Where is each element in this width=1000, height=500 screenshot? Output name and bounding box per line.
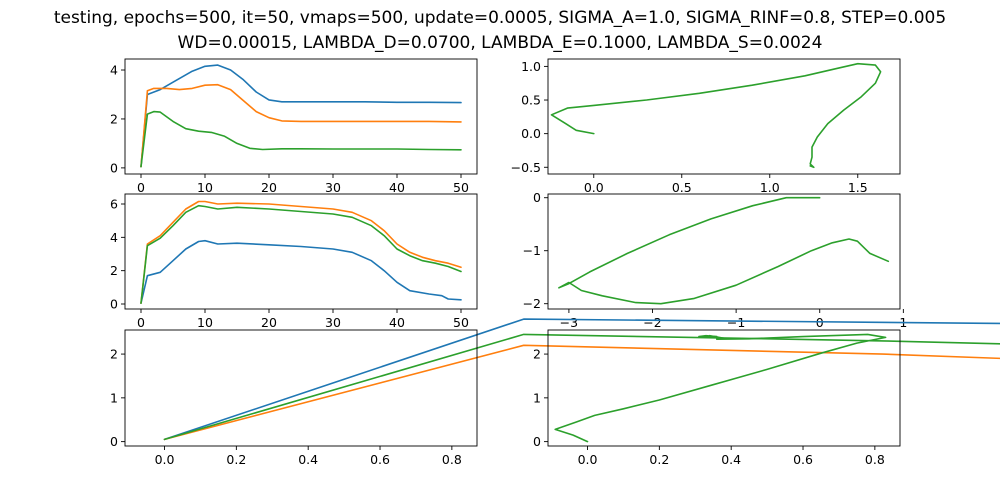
y-tick-label: 1 bbox=[533, 390, 541, 405]
x-tick-label: 50 bbox=[453, 315, 469, 330]
x-tick-label: 50 bbox=[453, 180, 469, 195]
y-tick-label: 1 bbox=[110, 390, 118, 405]
x-tick-label: 30 bbox=[325, 180, 341, 195]
subplot-top-left: 0 10 20 30 40 50 0 2 4 bbox=[110, 58, 478, 195]
x-tick-label: 0.6 bbox=[793, 452, 813, 467]
title-line-1: testing, epochs=500, it=50, vmaps=500, u… bbox=[54, 8, 946, 28]
x-tick-label: 0.2 bbox=[226, 452, 246, 467]
x-tick-label: 10 bbox=[197, 180, 213, 195]
y-tick-label: 6 bbox=[110, 197, 118, 212]
y-tick-label: 2 bbox=[110, 111, 118, 126]
y-tick-label: −2 bbox=[523, 296, 541, 311]
x-tick-label: 20 bbox=[261, 180, 277, 195]
series-line-orange bbox=[140, 83, 462, 168]
y-tick-label: 0 bbox=[110, 434, 118, 449]
x-tick-label: 0.6 bbox=[370, 452, 390, 467]
y-tick-label: −1 bbox=[523, 243, 541, 258]
series-line-green bbox=[163, 333, 1000, 441]
x-tick-label: −1 bbox=[727, 315, 745, 330]
x-tick-label: 0.0 bbox=[584, 180, 604, 195]
x-tick-label: 20 bbox=[261, 315, 277, 330]
x-tick-label: −3 bbox=[560, 315, 578, 330]
y-tick-label: 0 bbox=[110, 160, 118, 175]
series-line-blue bbox=[140, 239, 462, 304]
subplot-bottom-right: 0.0 0.2 0.4 0.6 0.8 0 1 2 bbox=[533, 329, 901, 467]
series-line-green bbox=[558, 196, 890, 305]
x-tick-label: 1.5 bbox=[848, 180, 868, 195]
axes-frame bbox=[547, 58, 901, 175]
y-tick-label: 4 bbox=[110, 63, 118, 78]
y-tick-label: 1.0 bbox=[521, 59, 541, 74]
x-tick-label: 0.2 bbox=[649, 452, 669, 467]
x-tick-label: 40 bbox=[389, 315, 405, 330]
y-tick-label: 2 bbox=[533, 347, 541, 362]
x-tick-label: −2 bbox=[643, 315, 661, 330]
x-tick-label: 0.8 bbox=[865, 452, 885, 467]
subplot-bottom-left: 0.0 0.2 0.4 0.6 0.8 0 1 2 bbox=[110, 318, 1000, 467]
series-line-blue bbox=[140, 64, 462, 168]
y-tick-label: 0 bbox=[533, 434, 541, 449]
y-tick-label: 0 bbox=[533, 190, 541, 205]
axes-frame bbox=[124, 193, 478, 310]
x-tick-label: 0.0 bbox=[155, 452, 175, 467]
axes-frame bbox=[547, 193, 901, 310]
axes-frame bbox=[547, 329, 901, 447]
y-tick-label: 2 bbox=[110, 263, 118, 278]
axes-frame bbox=[124, 58, 478, 175]
series-line-green bbox=[140, 204, 462, 304]
subplot-top-right: 0.0 0.5 1.0 1.5 −0.5 0.0 0.5 1.0 bbox=[511, 58, 901, 195]
series-line-orange bbox=[140, 200, 462, 304]
series-line-green bbox=[550, 62, 882, 169]
subplot-middle-right: −3 −2 −1 0 1−2−10 bbox=[523, 190, 908, 330]
x-tick-label: 10 bbox=[197, 315, 213, 330]
series-line-blue bbox=[163, 318, 1000, 441]
axes-frame bbox=[124, 329, 478, 447]
x-tick-label: 0.0 bbox=[578, 452, 598, 467]
x-tick-label: 1.0 bbox=[760, 180, 780, 195]
x-tick-label: 40 bbox=[389, 180, 405, 195]
x-tick-label: 0.4 bbox=[298, 452, 318, 467]
series-line-green bbox=[554, 333, 887, 443]
x-tick-label: 0.5 bbox=[672, 180, 692, 195]
x-tick-label: 30 bbox=[325, 315, 341, 330]
y-tick-label: 2 bbox=[110, 347, 118, 362]
title-line-2: WD=0.00015, LAMBDA_D=0.0700, LAMBDA_E=0.… bbox=[178, 33, 823, 53]
x-tick-label: 0.8 bbox=[442, 452, 462, 467]
y-tick-label: 0.5 bbox=[521, 93, 541, 108]
x-tick-label: 0.4 bbox=[721, 452, 741, 467]
y-tick-label: 4 bbox=[110, 230, 118, 245]
series-line-orange bbox=[163, 344, 1000, 441]
y-tick-label: −0.5 bbox=[511, 160, 541, 175]
y-tick-label: 0 bbox=[110, 297, 118, 312]
y-tick-label: 0.0 bbox=[521, 126, 541, 141]
x-tick-label: 0 bbox=[137, 180, 145, 195]
subplot-middle-left: 0 10 20 30 40 50 0 2 4 6 bbox=[110, 193, 478, 330]
x-tick-label: 0 bbox=[137, 315, 145, 330]
series-line-green bbox=[140, 110, 462, 168]
